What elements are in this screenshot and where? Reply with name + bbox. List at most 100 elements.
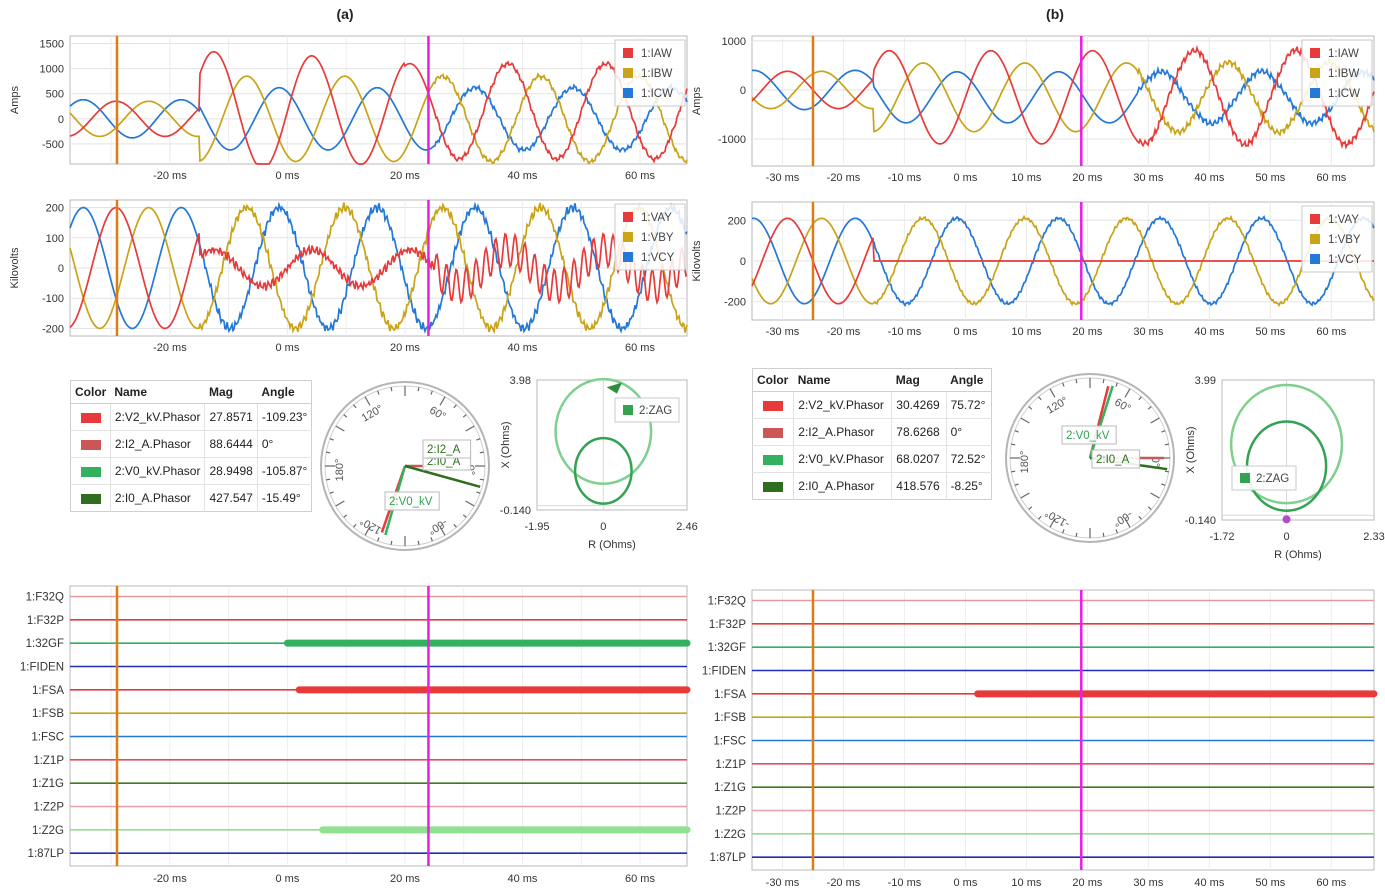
- channel-label: 1:Z2G: [32, 825, 64, 837]
- color-swatch: [81, 466, 101, 477]
- legend-swatch: [1310, 234, 1320, 244]
- polar-tick: [343, 414, 348, 418]
- table-row[interactable]: 2:I2_A.Phasor 88.6444 0°: [70, 430, 312, 458]
- channel-label: 1:Z2P: [33, 802, 64, 814]
- channel-label: 1:FSB: [714, 712, 746, 724]
- phasor-name: 2:V2_kV.Phasor: [793, 391, 892, 419]
- series-line-1-iaw: [751, 44, 1375, 151]
- impedance-point: [606, 382, 623, 394]
- phasor-label: 2:I0_A: [1096, 454, 1130, 466]
- y-tick-label: -200: [724, 297, 746, 309]
- channel-label: 1:Z1G: [714, 782, 746, 794]
- polar-tick: [476, 438, 481, 441]
- polar-tick: [1075, 379, 1078, 384]
- legend-entry: 1:VBY: [1328, 234, 1361, 246]
- phasor-vector: [404, 464, 481, 489]
- plot-frame: [69, 585, 688, 867]
- legend-swatch: [1310, 254, 1320, 264]
- channel-label: 1:FSA: [714, 689, 746, 701]
- table-row[interactable]: 2:I0_A.Phasor 427.547 -15.49°: [70, 484, 312, 512]
- phasor-mag: 30.4269: [891, 391, 947, 419]
- polar-angle-label: 180°: [1019, 451, 1031, 474]
- table-row[interactable]: 2:V0_kV.Phasor 68.0207 72.52°: [752, 445, 992, 473]
- legend-entry: 1:VAY: [641, 212, 672, 224]
- series-line-1-icw: [69, 82, 688, 154]
- table-header: Mag: [891, 368, 947, 392]
- polar-tick: [1124, 518, 1131, 528]
- table-row[interactable]: 2:V2_kV.Phasor 30.4269 75.72°: [752, 391, 992, 419]
- phasor-mag: 78.6268: [891, 418, 947, 446]
- x-tick-label: -20 ms: [153, 170, 187, 182]
- phasor-angle: -109.23°: [256, 403, 312, 431]
- x-tick-label: 60 ms: [625, 342, 655, 354]
- series-line-1-iaw: [69, 50, 688, 165]
- polar-tick: [462, 514, 467, 518]
- x-tick-label: 60 ms: [1316, 172, 1346, 184]
- x-axis-label: R (Ohms): [588, 539, 636, 551]
- legend-swatch: [623, 88, 633, 98]
- table-row[interactable]: 2:V0_kV.Phasor 28.9498 -105.87°: [70, 457, 312, 485]
- x-tick-label: 10 ms: [1011, 877, 1041, 889]
- phasor-angle: -8.25°: [945, 472, 992, 500]
- zag-outer-circle: [1229, 383, 1344, 505]
- polar-angle-label: 180°: [334, 459, 346, 482]
- phasor-polar-plot: 0°60°120°180°-120° -60°2:V0_kV2:I0_A: [1005, 373, 1175, 543]
- x-tick-label: 40 ms: [1194, 172, 1224, 184]
- legend-entry: 1:VCY: [641, 252, 675, 264]
- polar-tick: [1161, 483, 1166, 486]
- x-tick-label: -1.72: [1209, 531, 1234, 543]
- legend-swatch: [1310, 48, 1320, 58]
- table-row[interactable]: 2:I0_A.Phasor 418.576 -8.25°: [752, 472, 992, 500]
- channel-label: 1:FSB: [32, 708, 64, 720]
- x-tick-label: 20 ms: [1072, 326, 1102, 338]
- x-tick-label: -10 ms: [888, 877, 922, 889]
- channel-label: 1:87LP: [710, 852, 747, 864]
- digital-channels-plot: 1:F32Q 1:F32P 1:32GF 1:FIDEN 1:FSA 1:FSB 1:FSC…: [702, 589, 1378, 889]
- phasor-table-a: Color Name Mag Angle 2:V2_kV.Phasor 27.8…: [70, 380, 313, 512]
- legend-entry: 1:VBY: [641, 232, 674, 244]
- table-row[interactable]: 2:I2_A.Phasor 78.6268 0°: [752, 418, 992, 446]
- table-row[interactable]: 2:V2_kV.Phasor 27.8571 -109.23°: [70, 403, 312, 431]
- impedance-point: [1282, 515, 1291, 524]
- polar-tick: [1062, 382, 1065, 387]
- x-tick-label: 0: [1283, 531, 1289, 543]
- series-line-1-vcy: [69, 201, 688, 334]
- polar-tick: [1150, 492, 1160, 499]
- y-axis-label: X (Ohms): [1185, 426, 1197, 473]
- y-tick-label: 100: [46, 233, 64, 245]
- polar-tick: [479, 478, 484, 481]
- phasor-angle: 0°: [256, 430, 312, 458]
- channel-label: 1:Z1P: [715, 759, 746, 771]
- impedance-plot: -1.95 0 2.46 3.98 -0.140 R (Ohms) X (Ohms) 2:ZA…: [500, 375, 698, 551]
- y-tick-label: -0.140: [500, 505, 531, 517]
- polar-tick: [465, 500, 475, 507]
- color-swatch: [763, 400, 783, 411]
- y-tick-label: 1500: [40, 39, 64, 51]
- channel-label: 1:32GF: [708, 642, 746, 654]
- polar-tick: [1020, 492, 1030, 499]
- channel-label: 1:FSA: [32, 685, 64, 697]
- x-tick-label: 10 ms: [1011, 326, 1041, 338]
- polar-tick: [326, 451, 331, 454]
- y-tick-label: 3.99: [1195, 375, 1216, 387]
- voltage-chart: -30 ms -20 ms -10 ms 0 ms 10 ms 20 ms 30 ms 40 …: [691, 201, 1375, 338]
- polar-tick: [1049, 388, 1056, 398]
- polar-tick: [465, 425, 475, 432]
- voltage-chart: -20 ms 0 ms 20 ms 40 ms 60 ms 200 100 0 -100 -200…: [9, 199, 688, 354]
- channel-label: 1:Z1G: [32, 778, 64, 790]
- y-axis-label: X (Ohms): [500, 421, 512, 468]
- series-line-1-vay: [69, 206, 688, 330]
- y-tick-label: -1000: [718, 134, 746, 146]
- phasor-angle: 72.52°: [945, 445, 992, 473]
- polar-tick: [329, 438, 334, 441]
- color-swatch: [81, 439, 101, 450]
- polar-tick: [1147, 506, 1152, 510]
- series-line-1-vby: [69, 201, 688, 335]
- polar-tick: [1020, 417, 1030, 424]
- y-tick-label: 3.98: [510, 375, 531, 387]
- legend-entry: 1:IAW: [641, 48, 672, 60]
- legend-entry: 2:ZAG: [639, 405, 672, 417]
- channel-label: 1:Z2P: [715, 806, 746, 818]
- phasor-mag: 418.576: [891, 472, 947, 500]
